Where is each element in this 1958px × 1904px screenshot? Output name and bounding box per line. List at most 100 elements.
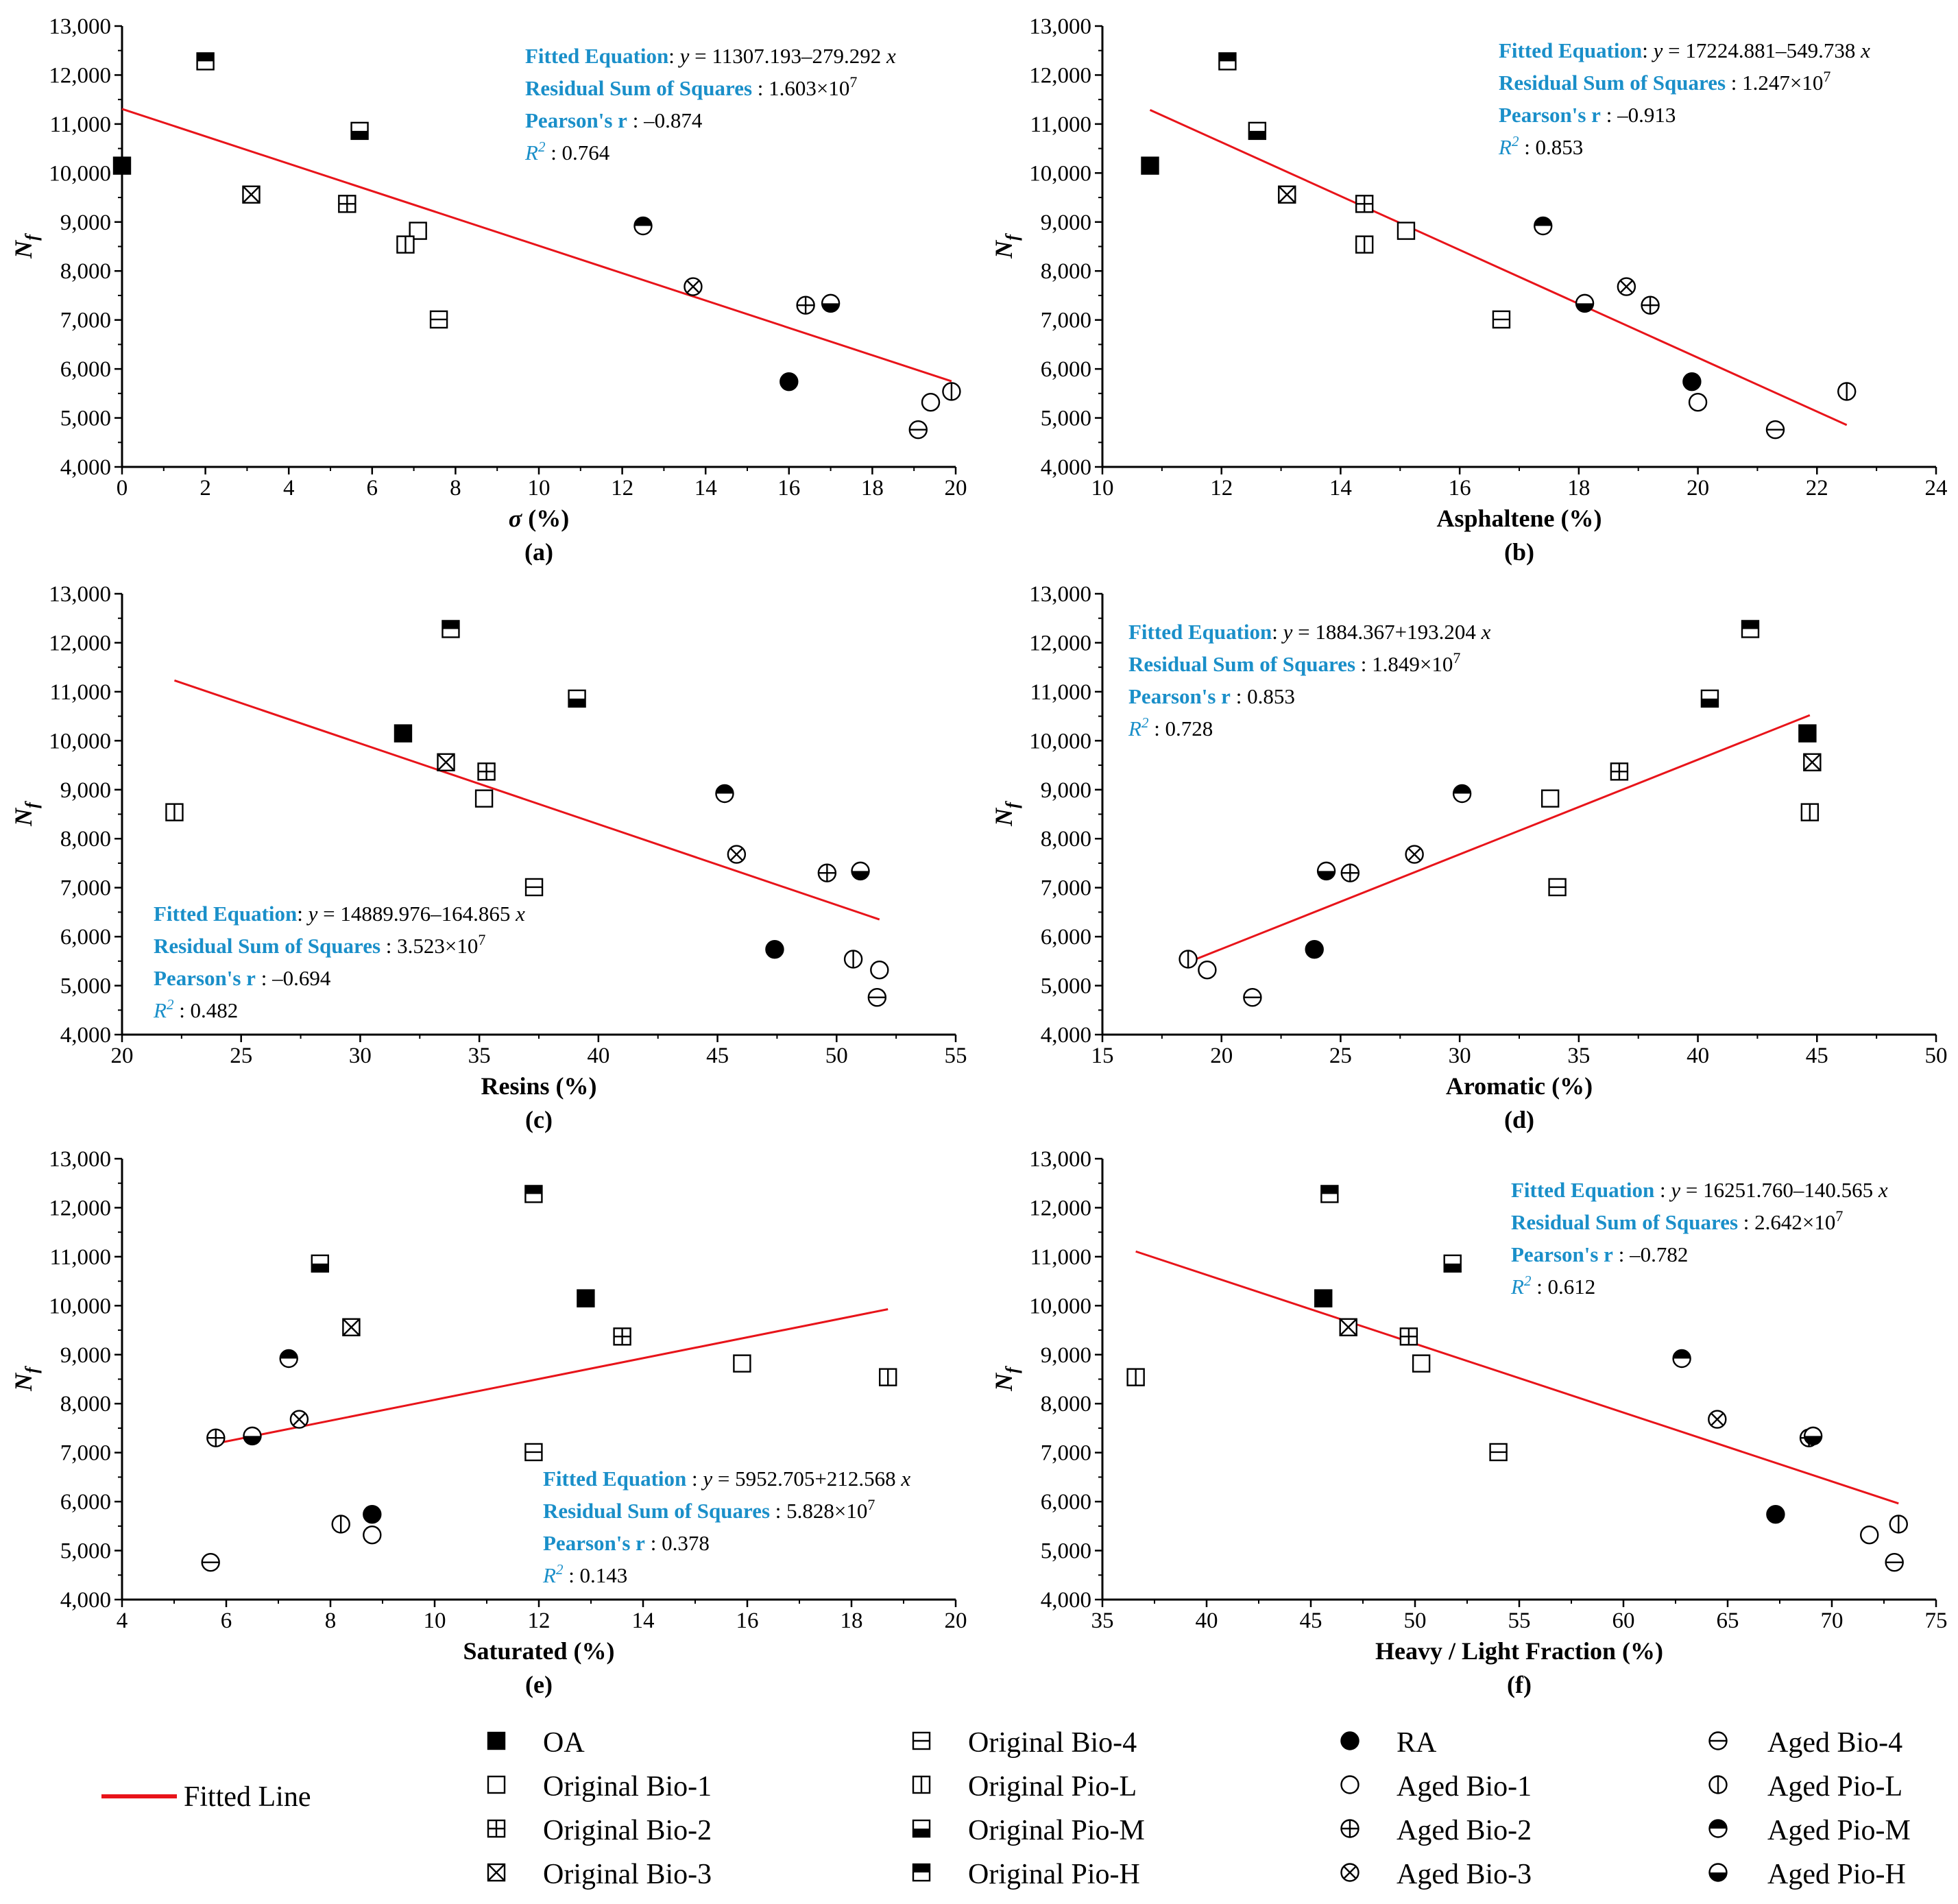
- fit-eq: = 11307.193–279.292: [689, 44, 886, 68]
- x-tick-label: 75: [1925, 1608, 1948, 1633]
- x-tick-label: 35: [1567, 1044, 1590, 1068]
- data-point-ra: [1682, 372, 1702, 391]
- y-tick-label: 13,000: [1029, 14, 1091, 39]
- y-axis-title: Nf: [990, 801, 1022, 827]
- y-title-main: N: [10, 1372, 37, 1392]
- rss-label: Residual Sum of Squares: [1128, 652, 1355, 676]
- data-point-ob2: [477, 762, 496, 781]
- fit-x-var: x: [886, 44, 896, 68]
- x-tick-label: 16: [1449, 476, 1471, 501]
- marker-line: [342, 1318, 361, 1336]
- data-point-aph: [243, 1426, 262, 1446]
- x-tick-label: 14: [632, 1608, 655, 1633]
- y-tick-label: 10,000: [1029, 729, 1091, 754]
- marker-fill: [311, 1263, 328, 1272]
- rss-sep: :: [1738, 1210, 1754, 1234]
- marker-fill: [1682, 372, 1702, 391]
- data-point-opl: [1126, 1368, 1145, 1386]
- marker-fill: [525, 1185, 542, 1194]
- fitted-line: [121, 108, 952, 383]
- rss-label: Residual Sum of Squares: [1511, 1210, 1738, 1234]
- data-point-ob3: [1339, 1318, 1357, 1336]
- fit-label: Fitted Equation: [525, 44, 668, 68]
- rss-label: Residual Sum of Squares: [1499, 71, 1726, 95]
- data-point-ob2: [1610, 762, 1629, 781]
- data-point-ob2: [338, 195, 356, 213]
- x-tick-label: 55: [945, 1044, 967, 1068]
- legend-label-ob3: Original Bio-3: [543, 1859, 712, 1890]
- data-point-apl: [942, 382, 961, 401]
- y-tick-label: 12,000: [1029, 1196, 1091, 1220]
- y-tick-label: 11,000: [49, 680, 111, 705]
- marker-fill: [913, 1864, 930, 1872]
- y-tick-label: 13,000: [1029, 582, 1091, 607]
- r2-symbol: R: [524, 141, 538, 165]
- legend-label-ob1: Original Bio-1: [543, 1771, 712, 1803]
- x-tick-label: 40: [1196, 1608, 1218, 1633]
- data-point-ab4: [908, 420, 928, 439]
- fit-eq: = 1884.367+193.204: [1292, 620, 1481, 644]
- fitted-line: [1149, 108, 1848, 426]
- marker-fill: [1318, 871, 1335, 880]
- fit-x-var: x: [1860, 38, 1870, 62]
- r2-exp: 2: [1141, 714, 1149, 731]
- annotation-block: Fitted Equation: y = 1884.367+193.204 x R…: [1128, 620, 1491, 740]
- fit-equation-text: Fitted Equation: y = 14889.976–164.865 x: [154, 902, 525, 926]
- r2-text: R2 : 0.764: [524, 138, 610, 165]
- x-tick-label: 18: [841, 1608, 863, 1633]
- legend-marker-aph: [1708, 1863, 1728, 1882]
- fit-sep: :: [668, 44, 679, 68]
- y-tick-label: 6,000: [1041, 357, 1091, 382]
- marker-fill: [351, 130, 368, 139]
- x-title-rest: (%): [522, 505, 569, 532]
- data-point-ab2: [817, 863, 837, 882]
- data-point-ab3: [1708, 1410, 1727, 1429]
- data-point-ab2: [206, 1428, 226, 1447]
- y-title-sub: f: [1002, 233, 1022, 241]
- data-point-opl: [878, 1368, 897, 1386]
- data-point-ob1: [1540, 789, 1560, 808]
- r2-value: : 0.482: [173, 998, 238, 1022]
- x-tick-label: 12: [611, 476, 633, 501]
- marker-box: [1397, 221, 1416, 240]
- data-point-apm: [1672, 1349, 1691, 1369]
- marker-box: [1412, 1354, 1431, 1373]
- y-tick-label: 9,000: [60, 1343, 111, 1368]
- y-tick-label: 13,000: [1029, 1147, 1091, 1172]
- data-point-ab4: [1243, 988, 1262, 1007]
- x-tick-label: 20: [945, 476, 967, 501]
- y-tick-label: 11,000: [49, 112, 111, 137]
- r2-exp: 2: [1512, 133, 1519, 149]
- x-tick-label: 35: [468, 1044, 491, 1068]
- data-point-ra: [1305, 939, 1324, 959]
- data-point-ab2: [1641, 296, 1660, 315]
- rss-exp: 7: [478, 931, 485, 948]
- x-tick-label: 22: [1806, 476, 1828, 501]
- marker-fill: [394, 724, 413, 743]
- pearson-value: –0.874: [643, 108, 703, 132]
- marker-line: [1343, 1866, 1357, 1879]
- pearson-value: –0.913: [1617, 103, 1676, 127]
- rss-label: Residual Sum of Squares: [543, 1499, 770, 1523]
- y-tick-label: 12,000: [49, 1196, 111, 1220]
- fit-y-var: y: [701, 1467, 712, 1491]
- data-point-aph: [1575, 293, 1595, 313]
- data-point-ob2: [1355, 195, 1374, 213]
- x-tick-label: 12: [528, 1608, 551, 1633]
- pearson-sep: :: [645, 1531, 662, 1555]
- data-point-apl: [843, 950, 863, 969]
- x-tick-label: 15: [1091, 1044, 1114, 1068]
- data-point-ob3: [1803, 753, 1822, 771]
- x-tick-label: 18: [1567, 476, 1590, 501]
- marker-fill: [1576, 303, 1594, 312]
- data-point-apm: [279, 1349, 298, 1369]
- data-point-ab1: [1198, 960, 1217, 980]
- fit-equation-text: Fitted Equation: y = 1884.367+193.204 x: [1128, 620, 1491, 644]
- rss-value: 5.828×10: [786, 1499, 867, 1523]
- fitted-line: [1187, 714, 1811, 963]
- data-point-opl: [1355, 235, 1374, 254]
- fit-equation-text: Fitted Equation: y = 17224.881–549.738 x: [1499, 38, 1870, 62]
- data-point-opm: [311, 1254, 329, 1273]
- y-tick-label: 6,000: [60, 1490, 111, 1515]
- data-point-ab3: [684, 277, 703, 296]
